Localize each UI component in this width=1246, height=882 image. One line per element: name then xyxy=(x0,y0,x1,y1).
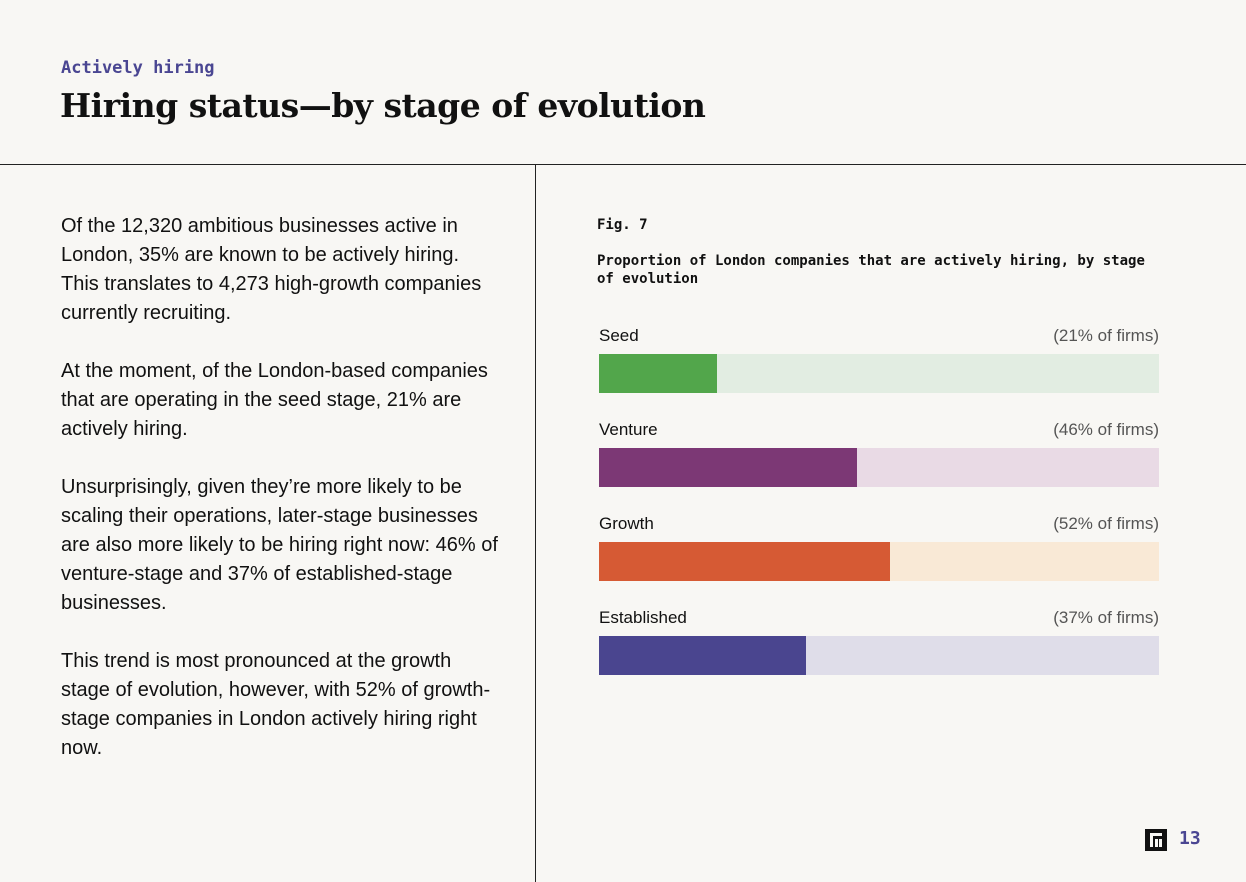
bar-track xyxy=(599,354,1159,393)
body-text: Of the 12,320 ambitious businesses activ… xyxy=(61,212,501,792)
category-label: Venture xyxy=(599,420,658,439)
category-label: Established xyxy=(599,608,687,627)
value-label: (52% of firms) xyxy=(1053,514,1159,533)
figure-caption: Proportion of London companies that are … xyxy=(597,253,1145,287)
bar-track xyxy=(599,542,1159,581)
bar-fill xyxy=(599,542,891,581)
bar-fill xyxy=(599,636,807,675)
bar-row-growth: Growth (52% of firms) xyxy=(599,514,1159,608)
section-kicker: Actively hiring xyxy=(61,58,215,78)
value-label: (21% of firms) xyxy=(1053,326,1159,345)
category-label: Seed xyxy=(599,326,639,345)
column-divider xyxy=(535,165,536,882)
page-title: Hiring status—by stage of evolution xyxy=(60,86,706,125)
bar-row-established: Established (37% of firms) xyxy=(599,608,1159,702)
page-number: 13 xyxy=(1179,828,1201,849)
paragraph: Of the 12,320 ambitious businesses activ… xyxy=(61,215,482,324)
bar-row-venture: Venture (46% of firms) xyxy=(599,420,1159,514)
bar-track xyxy=(599,636,1159,675)
bar-track xyxy=(599,448,1159,487)
bar-chart: Seed (21% of firms) Venture (46% of firms) G… xyxy=(599,326,1159,702)
paragraph: At the moment, of the London-based compa… xyxy=(61,360,488,440)
paragraph: This trend is most pronounced at the gro… xyxy=(61,650,491,759)
category-label: Growth xyxy=(599,514,654,533)
bar-fill xyxy=(599,448,857,487)
bar-row-seed: Seed (21% of firms) xyxy=(599,326,1159,420)
paragraph: Unsurprisingly, given they’re more likel… xyxy=(61,476,498,614)
value-label: (37% of firms) xyxy=(1053,608,1159,627)
figure-label: Fig. 7 xyxy=(597,217,648,233)
bar-fill xyxy=(599,354,717,393)
brand-logo-icon xyxy=(1145,829,1167,851)
header-divider xyxy=(0,164,1246,165)
value-label: (46% of firms) xyxy=(1053,420,1159,439)
